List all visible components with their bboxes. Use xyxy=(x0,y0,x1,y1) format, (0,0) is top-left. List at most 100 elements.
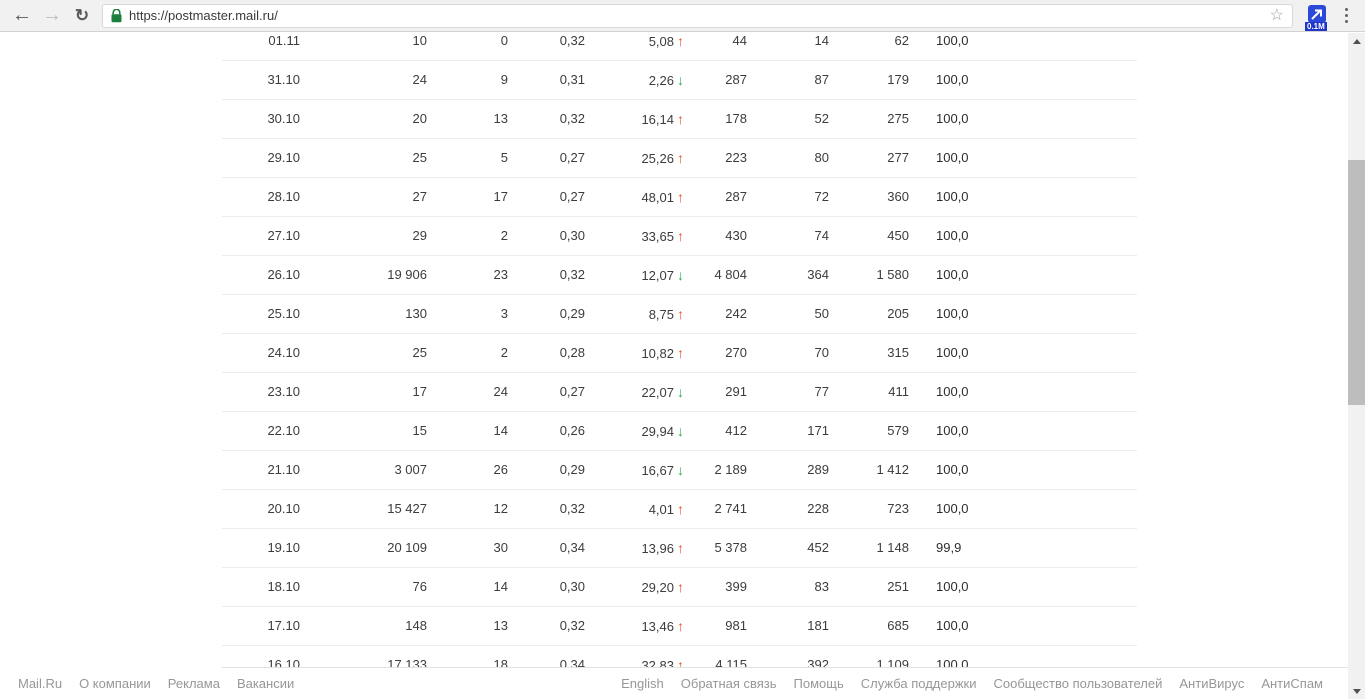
value-cell-5: 289 xyxy=(807,462,829,477)
percent-cell: 48,01 ↑ xyxy=(641,189,684,205)
delivery-rate-bar: 100,0 xyxy=(929,616,1129,636)
value-cell-1: 25 xyxy=(412,150,427,165)
trend-up-icon: ↑ xyxy=(677,345,684,361)
trend-down-icon: ↓ xyxy=(677,423,684,439)
table-row[interactable]: 25.10 130 3 0,29 8,75 ↑ 242 50 205 100,0 xyxy=(222,295,1137,334)
value-cell-4: 242 xyxy=(725,306,747,321)
footer-link[interactable]: Служба поддержки xyxy=(860,676,977,691)
footer-link[interactable]: Реклама xyxy=(167,676,220,691)
value-cell-6: 205 xyxy=(887,306,909,321)
value-cell-3: 0,30 xyxy=(559,579,585,594)
footer-link[interactable]: О компании xyxy=(79,676,151,691)
bar-label: 100,0 xyxy=(936,345,969,360)
vertical-scrollbar[interactable] xyxy=(1348,33,1365,699)
trend-down-icon: ↓ xyxy=(677,384,684,400)
value-cell-3: 0,29 xyxy=(559,462,585,477)
table-row[interactable]: 19.10 20 109 30 0,34 13,96 ↑ 5 378 452 1… xyxy=(222,529,1137,568)
percent-cell: 16,14 ↑ xyxy=(641,111,684,127)
value-cell-2: 2 xyxy=(500,228,508,243)
counter-extension-icon[interactable]: 0.1M xyxy=(1305,4,1327,31)
bar-label: 100,0 xyxy=(936,267,969,282)
value-cell-2: 17 xyxy=(493,189,508,204)
trend-down-icon: ↓ xyxy=(677,462,684,478)
table-row[interactable]: 21.10 3 007 26 0,29 16,67 ↓ 2 189 289 1 … xyxy=(222,451,1137,490)
back-button[interactable]: ← xyxy=(12,4,32,26)
footer-link[interactable]: Сообщество пользователей xyxy=(993,676,1163,691)
date-cell: 20.10 xyxy=(267,501,300,516)
table-row[interactable]: 26.10 19 906 23 0,32 12,07 ↓ 4 804 364 1… xyxy=(222,256,1137,295)
delivery-rate-bar: 100,0 xyxy=(929,265,1129,285)
table-row[interactable]: 29.10 25 5 0,27 25,26 ↑ 223 80 277 100,0 xyxy=(222,139,1137,178)
percent-cell: 33,65 ↑ xyxy=(641,228,684,244)
table-row[interactable]: 22.10 15 14 0,26 29,94 ↓ 412 171 579 100… xyxy=(222,412,1137,451)
reload-button[interactable]: ↻ xyxy=(74,5,90,25)
trend-down-icon: ↓ xyxy=(677,72,684,88)
delivery-rate-bar: 100,0 xyxy=(929,187,1129,207)
value-cell-6: 315 xyxy=(887,345,909,360)
value-cell-5: 181 xyxy=(807,618,829,633)
bar-label: 100,0 xyxy=(936,579,969,594)
table-row[interactable]: 17.10 148 13 0,32 13,46 ↑ 981 181 685 10… xyxy=(222,607,1137,646)
table-row[interactable]: 27.10 29 2 0,30 33,65 ↑ 430 74 450 100,0 xyxy=(222,217,1137,256)
date-cell: 31.10 xyxy=(267,72,300,87)
value-cell-2: 30 xyxy=(493,540,508,555)
trend-up-icon: ↑ xyxy=(677,501,684,517)
chrome-menu-icon[interactable] xyxy=(1337,8,1355,23)
footer-link[interactable]: Обратная связь xyxy=(680,676,777,691)
footer-link[interactable]: English xyxy=(621,676,664,691)
value-cell-1: 27 xyxy=(412,189,427,204)
percent-cell: 10,82 ↑ xyxy=(641,345,684,361)
scrollbar-thumb[interactable] xyxy=(1348,160,1365,405)
bar-label: 100,0 xyxy=(936,618,969,633)
value-cell-3: 0,28 xyxy=(559,345,585,360)
delivery-rate-bar: 100,0 xyxy=(929,226,1129,246)
delivery-rate-bar: 99,9 xyxy=(929,538,1129,558)
url-text[interactable]: https://postmaster.mail.ru/ xyxy=(129,8,278,23)
forward-button[interactable]: → xyxy=(42,4,62,26)
value-cell-3: 0,27 xyxy=(559,384,585,399)
https-lock-icon[interactable] xyxy=(111,8,122,23)
value-cell-1: 10 xyxy=(412,33,427,48)
date-cell: 25.10 xyxy=(267,306,300,321)
table-row[interactable]: 23.10 17 24 0,27 22,07 ↓ 291 77 411 100,… xyxy=(222,373,1137,412)
table-row[interactable]: 01.11 10 0 0,32 5,08 ↑ 44 14 62 100,0 xyxy=(222,33,1137,61)
trend-up-icon: ↑ xyxy=(677,111,684,127)
date-cell: 28.10 xyxy=(267,189,300,204)
value-cell-1: 15 xyxy=(412,423,427,438)
table-row[interactable]: 24.10 25 2 0,28 10,82 ↑ 270 70 315 100,0 xyxy=(222,334,1137,373)
footer-link[interactable]: Помощь xyxy=(793,676,844,691)
value-cell-5: 228 xyxy=(807,501,829,516)
footer-link[interactable]: Вакансии xyxy=(236,676,295,691)
trend-up-icon: ↑ xyxy=(677,228,684,244)
value-cell-6: 275 xyxy=(887,111,909,126)
value-cell-4: 2 741 xyxy=(714,501,747,516)
scroll-down-icon[interactable] xyxy=(1348,683,1365,699)
value-cell-1: 20 xyxy=(412,111,427,126)
footer-link[interactable]: АнтиВирус xyxy=(1179,676,1245,691)
delivery-rate-bar: 100,0 xyxy=(929,460,1129,480)
bookmark-star-icon[interactable]: ☆ xyxy=(1269,6,1284,24)
percent-cell: 13,96 ↑ xyxy=(641,540,684,556)
footer-link[interactable]: АнтиСпам xyxy=(1261,676,1323,691)
footer-links-right: English Обратная связь Помощь Служба поддер… xyxy=(621,676,1323,691)
value-cell-2: 23 xyxy=(493,267,508,282)
footer-link[interactable]: Mail.Ru xyxy=(18,676,63,691)
value-cell-3: 0,32 xyxy=(559,33,585,48)
table-row[interactable]: 20.10 15 427 12 0,32 4,01 ↑ 2 741 228 72… xyxy=(222,490,1137,529)
value-cell-5: 14 xyxy=(814,33,829,48)
table-row[interactable]: 31.10 24 9 0,31 2,26 ↓ 287 87 179 100,0 xyxy=(222,61,1137,100)
table-row[interactable]: 28.10 27 17 0,27 48,01 ↑ 287 72 360 100,… xyxy=(222,178,1137,217)
table-row[interactable]: 18.10 76 14 0,30 29,20 ↑ 399 83 251 100,… xyxy=(222,568,1137,607)
percent-cell: 12,07 ↓ xyxy=(641,267,684,283)
trend-up-icon: ↑ xyxy=(677,150,684,166)
table-row[interactable]: 30.10 20 13 0,32 16,14 ↑ 178 52 275 100,… xyxy=(222,100,1137,139)
value-cell-2: 13 xyxy=(493,618,508,633)
scroll-up-icon[interactable] xyxy=(1348,33,1365,49)
trend-up-icon: ↑ xyxy=(677,657,684,673)
value-cell-4: 981 xyxy=(725,618,747,633)
value-cell-6: 1 580 xyxy=(876,267,909,282)
value-cell-1: 130 xyxy=(405,306,427,321)
address-bar[interactable]: https://postmaster.mail.ru/ ☆ xyxy=(102,3,1293,28)
delivery-rate-bar: 100,0 xyxy=(929,33,1129,51)
percent-cell: 22,07 ↓ xyxy=(641,384,684,400)
